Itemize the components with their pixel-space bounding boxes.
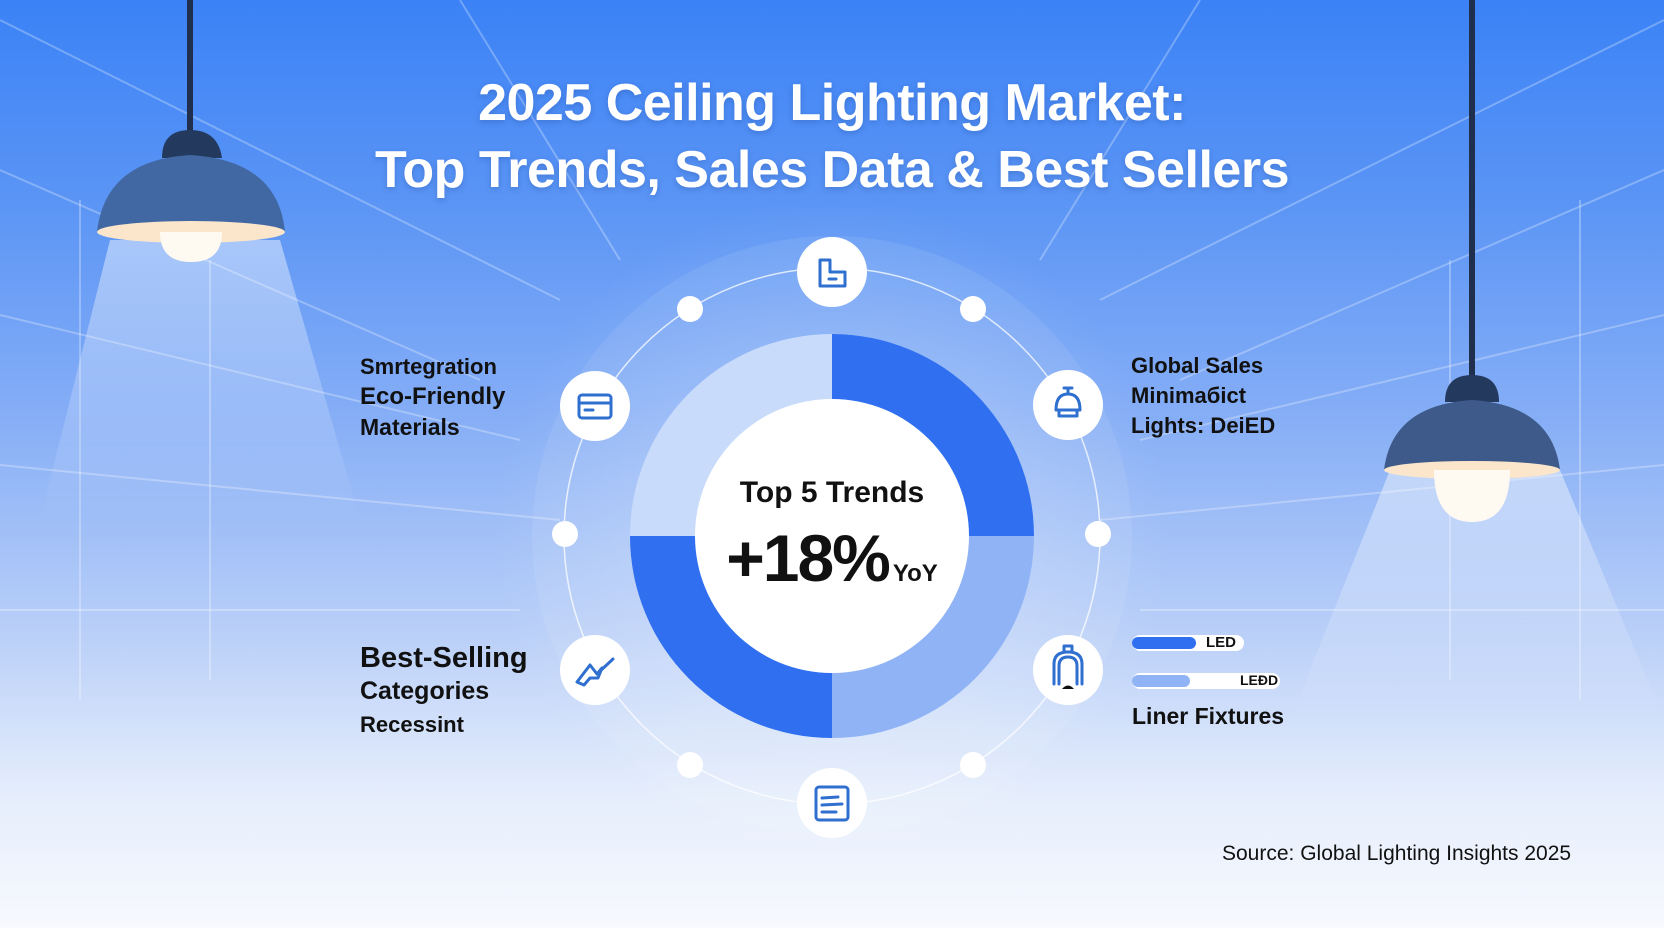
pendant-lamp-icon bbox=[1054, 386, 1082, 418]
growth-value: +18% bbox=[726, 521, 891, 595]
building-icon bbox=[818, 258, 847, 288]
page-title-line1: 2025 Ceiling Lighting Market: bbox=[478, 74, 1186, 132]
pendant-lamp-right-icon bbox=[1384, 0, 1560, 522]
right-bottom-caption: Liner Fixtures bbox=[1132, 703, 1285, 729]
right-top-line-1: Global Sales bbox=[1131, 353, 1264, 378]
right-top-line-3: Lights: DeiED bbox=[1131, 413, 1276, 438]
donut-center-subtitle: Top 5 Trends bbox=[739, 476, 925, 509]
page-title-line2: Top Trends, Sales Data & Best Sellers bbox=[375, 141, 1290, 199]
right-top-line-2: Minimaбict bbox=[1131, 383, 1247, 408]
card-icon bbox=[577, 393, 613, 420]
left-bottom-line-3: Recessint bbox=[360, 712, 464, 737]
source-citation: Source: Global Lighting Insights 2025 bbox=[1222, 842, 1572, 865]
document-icon bbox=[814, 785, 850, 822]
left-bottom-line-1: Best-Selling bbox=[360, 642, 528, 674]
pendant-lamp-left-icon bbox=[97, 0, 285, 262]
right-bottom-bars bbox=[1132, 635, 1280, 689]
trend-line-icon bbox=[575, 657, 615, 687]
left-bottom-line-2: Categories bbox=[360, 677, 490, 705]
left-top-text: Smrtegration Eco-Friendly Materials bbox=[360, 352, 505, 442]
growth-suffix: YoY bbox=[892, 560, 938, 587]
arch-fixture-base-icon bbox=[1062, 685, 1074, 689]
arch-icon-circle bbox=[1033, 635, 1103, 705]
left-top-line-3: Materials bbox=[360, 414, 460, 440]
arch-fixture-icon bbox=[1052, 644, 1084, 686]
left-top-line-2: Eco-Friendly bbox=[360, 383, 506, 410]
bar-label-2: LEĐD bbox=[1240, 672, 1279, 688]
light-beam-right bbox=[1290, 470, 1664, 720]
pendant-icon-circle bbox=[1033, 370, 1103, 440]
right-top-text: Global Sales Minimaбict Lights: DeiED bbox=[1131, 351, 1275, 441]
left-top-line-1: Smrtegration bbox=[360, 354, 497, 379]
donut-center-value: +18% YoY bbox=[692, 520, 972, 596]
donut-chart bbox=[630, 334, 1034, 738]
orbit-dots bbox=[552, 296, 1111, 778]
left-bottom-text: Best-Selling Categories Recessint bbox=[360, 642, 528, 741]
light-beam-left bbox=[40, 240, 360, 520]
card-icon-circle bbox=[560, 371, 630, 441]
bar-label-1: LED bbox=[1206, 634, 1236, 651]
